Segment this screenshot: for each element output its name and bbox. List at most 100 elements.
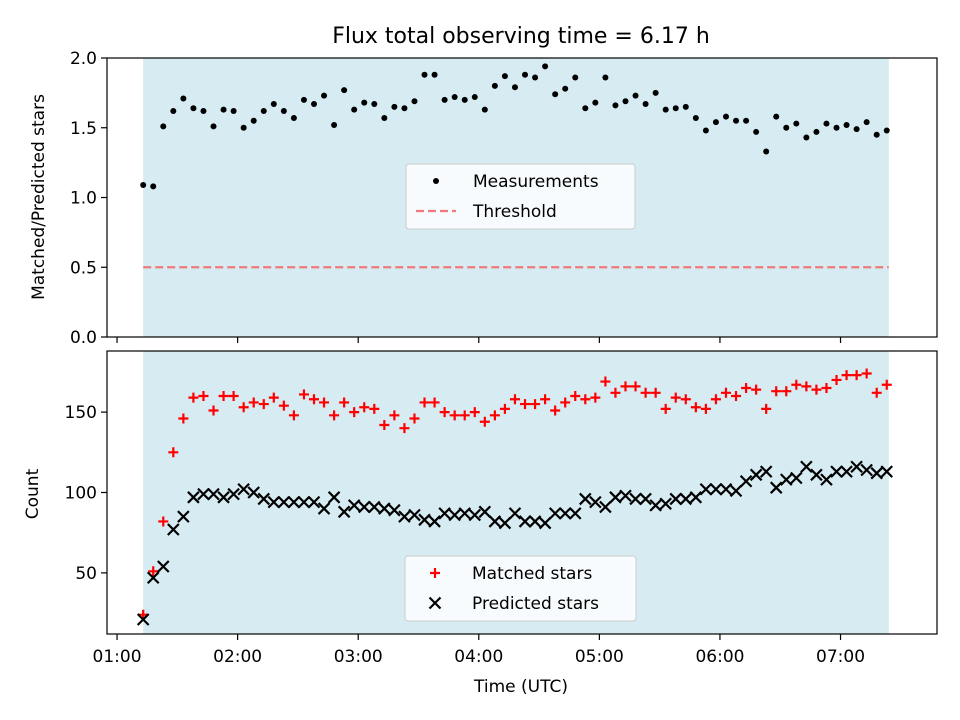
data-point [408, 508, 421, 522]
data-point [630, 381, 641, 392]
series-matched-stars [138, 368, 892, 620]
data-point [580, 394, 591, 405]
data-point [381, 114, 388, 121]
data-point [600, 376, 611, 387]
data-point [589, 495, 602, 509]
data-point [870, 466, 883, 480]
data-point [501, 73, 508, 80]
data-point [522, 71, 529, 78]
data-point [548, 507, 562, 520]
data-point [592, 99, 599, 106]
data-point [568, 507, 582, 520]
data-point [170, 108, 177, 115]
data-point [230, 108, 237, 115]
data-point [146, 571, 160, 584]
data-point [198, 391, 209, 402]
data-point [572, 74, 579, 81]
data-point [861, 368, 872, 379]
data-point [702, 127, 709, 134]
data-point [640, 387, 651, 398]
data-point [830, 465, 843, 478]
x-axis-label: Time (UTC) [473, 677, 568, 697]
data-point [538, 516, 552, 530]
legend-box [404, 555, 637, 622]
data-point [469, 407, 480, 418]
bottom-panel: 50 100 150 01:00 02:00 03:00 04:00 05:00 06:00 07… [65, 350, 938, 667]
data-point [712, 119, 719, 126]
data-point [347, 499, 361, 512]
data-point [803, 134, 810, 141]
data-point [190, 105, 197, 112]
data-point [297, 495, 311, 509]
data-point [540, 394, 551, 405]
data-point [260, 108, 267, 115]
data-point [488, 515, 502, 528]
data-point [150, 183, 157, 190]
data-point [743, 117, 750, 124]
data-point [280, 108, 287, 115]
data-point [771, 386, 782, 397]
data-point [378, 502, 391, 515]
data-point [810, 468, 823, 482]
data-point [398, 510, 411, 523]
data-point [439, 407, 450, 418]
data-point [187, 491, 200, 504]
data-point [733, 117, 740, 124]
data-point [659, 497, 672, 511]
data-point [329, 410, 340, 421]
data-point [448, 508, 461, 522]
data-point [489, 410, 500, 421]
data-point [690, 402, 701, 413]
data-point [759, 465, 773, 478]
data-point [560, 397, 571, 408]
data-point [609, 491, 622, 504]
data-point [379, 419, 390, 430]
legend-box [405, 163, 636, 230]
x-tick-label: 06:00 [695, 647, 744, 667]
data-point [629, 492, 642, 506]
y-tick-label: 50 [75, 564, 97, 584]
data-point [579, 492, 592, 506]
x-tick-label: 02:00 [213, 647, 262, 667]
y-tick-label: 150 [65, 403, 97, 423]
data-point [841, 370, 852, 381]
data-point [238, 402, 249, 413]
data-point [331, 121, 338, 128]
data-point [649, 499, 662, 512]
data-point [258, 399, 269, 410]
data-point [823, 120, 830, 127]
data-point [160, 123, 167, 130]
data-point [371, 101, 378, 108]
data-point [679, 492, 693, 506]
data-point [421, 71, 428, 78]
data-point [850, 460, 863, 474]
legend-marker [428, 596, 442, 610]
data-point [197, 487, 210, 501]
data-point [368, 500, 381, 514]
data-point [478, 505, 492, 519]
data-point [178, 413, 189, 424]
data-point [237, 483, 250, 496]
data-point [339, 397, 350, 408]
data-point [720, 387, 731, 398]
data-point [843, 121, 850, 128]
data-point [207, 487, 220, 501]
top-y-axis-label: Matched/Predicted stars [29, 94, 49, 300]
data-point [361, 99, 368, 106]
y-tick-label: 1.5 [70, 119, 97, 139]
data-point [167, 523, 180, 536]
data-point [532, 74, 539, 81]
data-point [652, 89, 659, 96]
data-point [240, 124, 247, 131]
data-point [177, 510, 190, 523]
data-point [431, 71, 438, 78]
data-point [308, 394, 319, 405]
data-point [880, 465, 894, 478]
data-point [337, 505, 351, 519]
data-point [590, 392, 601, 403]
data-point [801, 381, 812, 392]
data-point [662, 106, 669, 113]
data-point [811, 384, 822, 395]
data-point [449, 410, 460, 421]
